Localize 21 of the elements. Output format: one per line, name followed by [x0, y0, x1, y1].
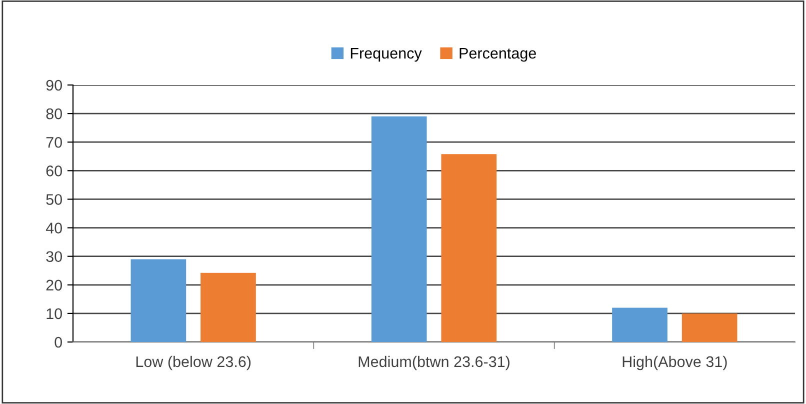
x-tick-label: Low (below 23.6): [136, 356, 251, 370]
bar: [441, 154, 497, 342]
bar: [200, 272, 256, 342]
y-tick-label: 50: [46, 194, 62, 205]
y-tick-label: 70: [46, 136, 62, 148]
x-tick-label: High(Above 31): [622, 356, 727, 370]
y-tick-label: 10: [46, 308, 62, 320]
x-tick-label: Medium(btwn 23.6-31): [358, 356, 510, 370]
bar: [682, 313, 738, 342]
y-tick-label: 0: [54, 336, 62, 348]
bar: [130, 259, 186, 342]
legend-label: Frequency: [350, 48, 422, 62]
y-tick-label: 90: [46, 80, 62, 91]
bar: [371, 116, 427, 342]
y-tick-label: 40: [46, 222, 62, 234]
y-tick-label: 30: [46, 251, 62, 262]
legend-label: Percentage: [460, 48, 536, 62]
y-tick-label: 20: [46, 280, 62, 291]
y-tick-label: 80: [46, 108, 62, 120]
bar: [612, 308, 668, 342]
y-tick-label: 60: [46, 166, 62, 176]
